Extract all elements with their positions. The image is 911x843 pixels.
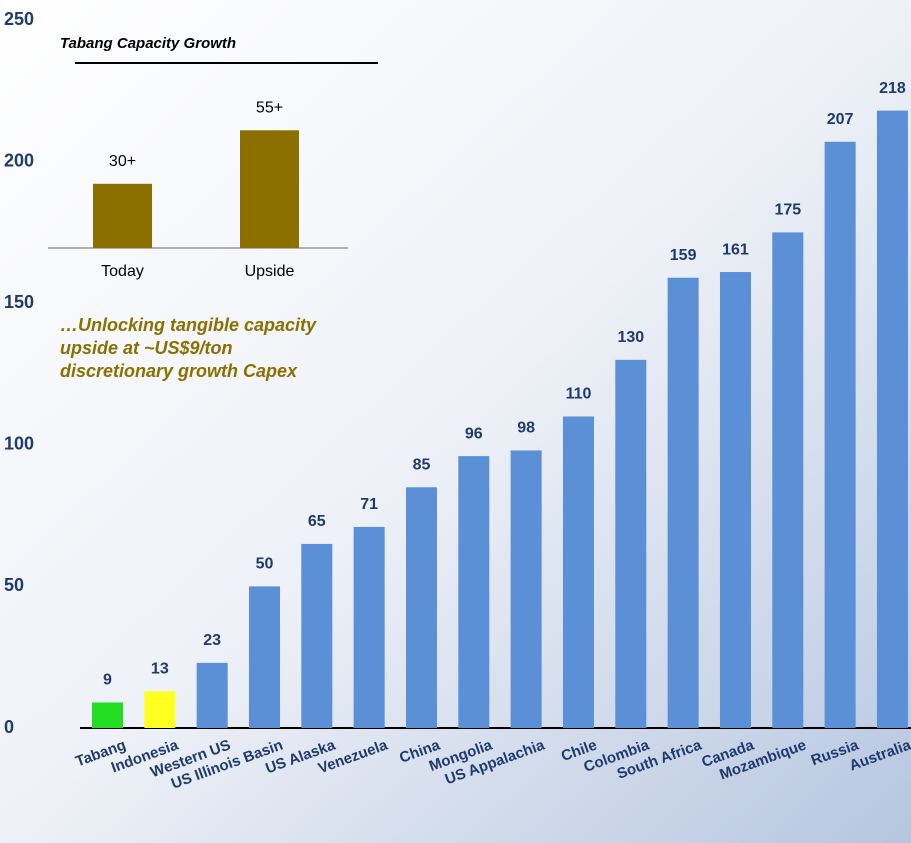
bar <box>353 526 385 728</box>
y-tick-label: 200 <box>4 150 34 170</box>
bar <box>510 450 542 728</box>
bar <box>562 416 594 728</box>
y-tick-label: 150 <box>4 292 34 312</box>
value-label: 85 <box>413 456 431 473</box>
bar <box>144 691 176 728</box>
value-label: 130 <box>617 329 644 346</box>
bar <box>615 359 647 728</box>
bar <box>92 702 123 728</box>
bar <box>824 141 856 728</box>
inset-bar <box>93 183 152 248</box>
bar <box>876 110 908 728</box>
bar <box>301 543 333 728</box>
value-label: 96 <box>465 425 483 442</box>
value-label: 50 <box>256 556 274 573</box>
value-label: 159 <box>670 247 697 264</box>
bar <box>405 487 437 728</box>
y-tick-label: 50 <box>4 575 24 595</box>
inset-category-label: Today <box>101 263 144 280</box>
bar <box>772 232 804 728</box>
inset-value-label: 55+ <box>256 100 283 117</box>
value-label: 207 <box>827 111 854 128</box>
value-label: 71 <box>360 496 378 513</box>
value-label: 65 <box>308 513 326 530</box>
inset-bar <box>240 130 299 248</box>
inset-title: Tabang Capacity Growth <box>60 35 236 52</box>
inset-value-label: 30+ <box>109 153 136 170</box>
value-label: 110 <box>566 386 592 403</box>
value-label: 218 <box>879 80 906 97</box>
bar <box>248 586 280 728</box>
bar <box>719 272 751 728</box>
y-tick-label: 100 <box>4 434 34 454</box>
inset-category-label: Upside <box>245 263 295 280</box>
value-label: 98 <box>517 420 535 437</box>
value-label: 9 <box>103 672 112 689</box>
bar <box>458 456 490 728</box>
y-tick-label: 250 <box>4 9 34 29</box>
value-label: 175 <box>774 202 801 219</box>
value-label: 23 <box>203 632 221 649</box>
annotation: discretionary growth Capex <box>60 361 298 381</box>
value-label: 13 <box>151 660 169 677</box>
y-tick-label: 0 <box>4 717 14 737</box>
annotation: upside at ~US$9/ton <box>60 338 233 358</box>
bar <box>667 277 699 728</box>
annotation: …Unlocking tangible capacity <box>60 315 317 335</box>
bar <box>196 662 228 728</box>
value-label: 161 <box>722 241 749 258</box>
